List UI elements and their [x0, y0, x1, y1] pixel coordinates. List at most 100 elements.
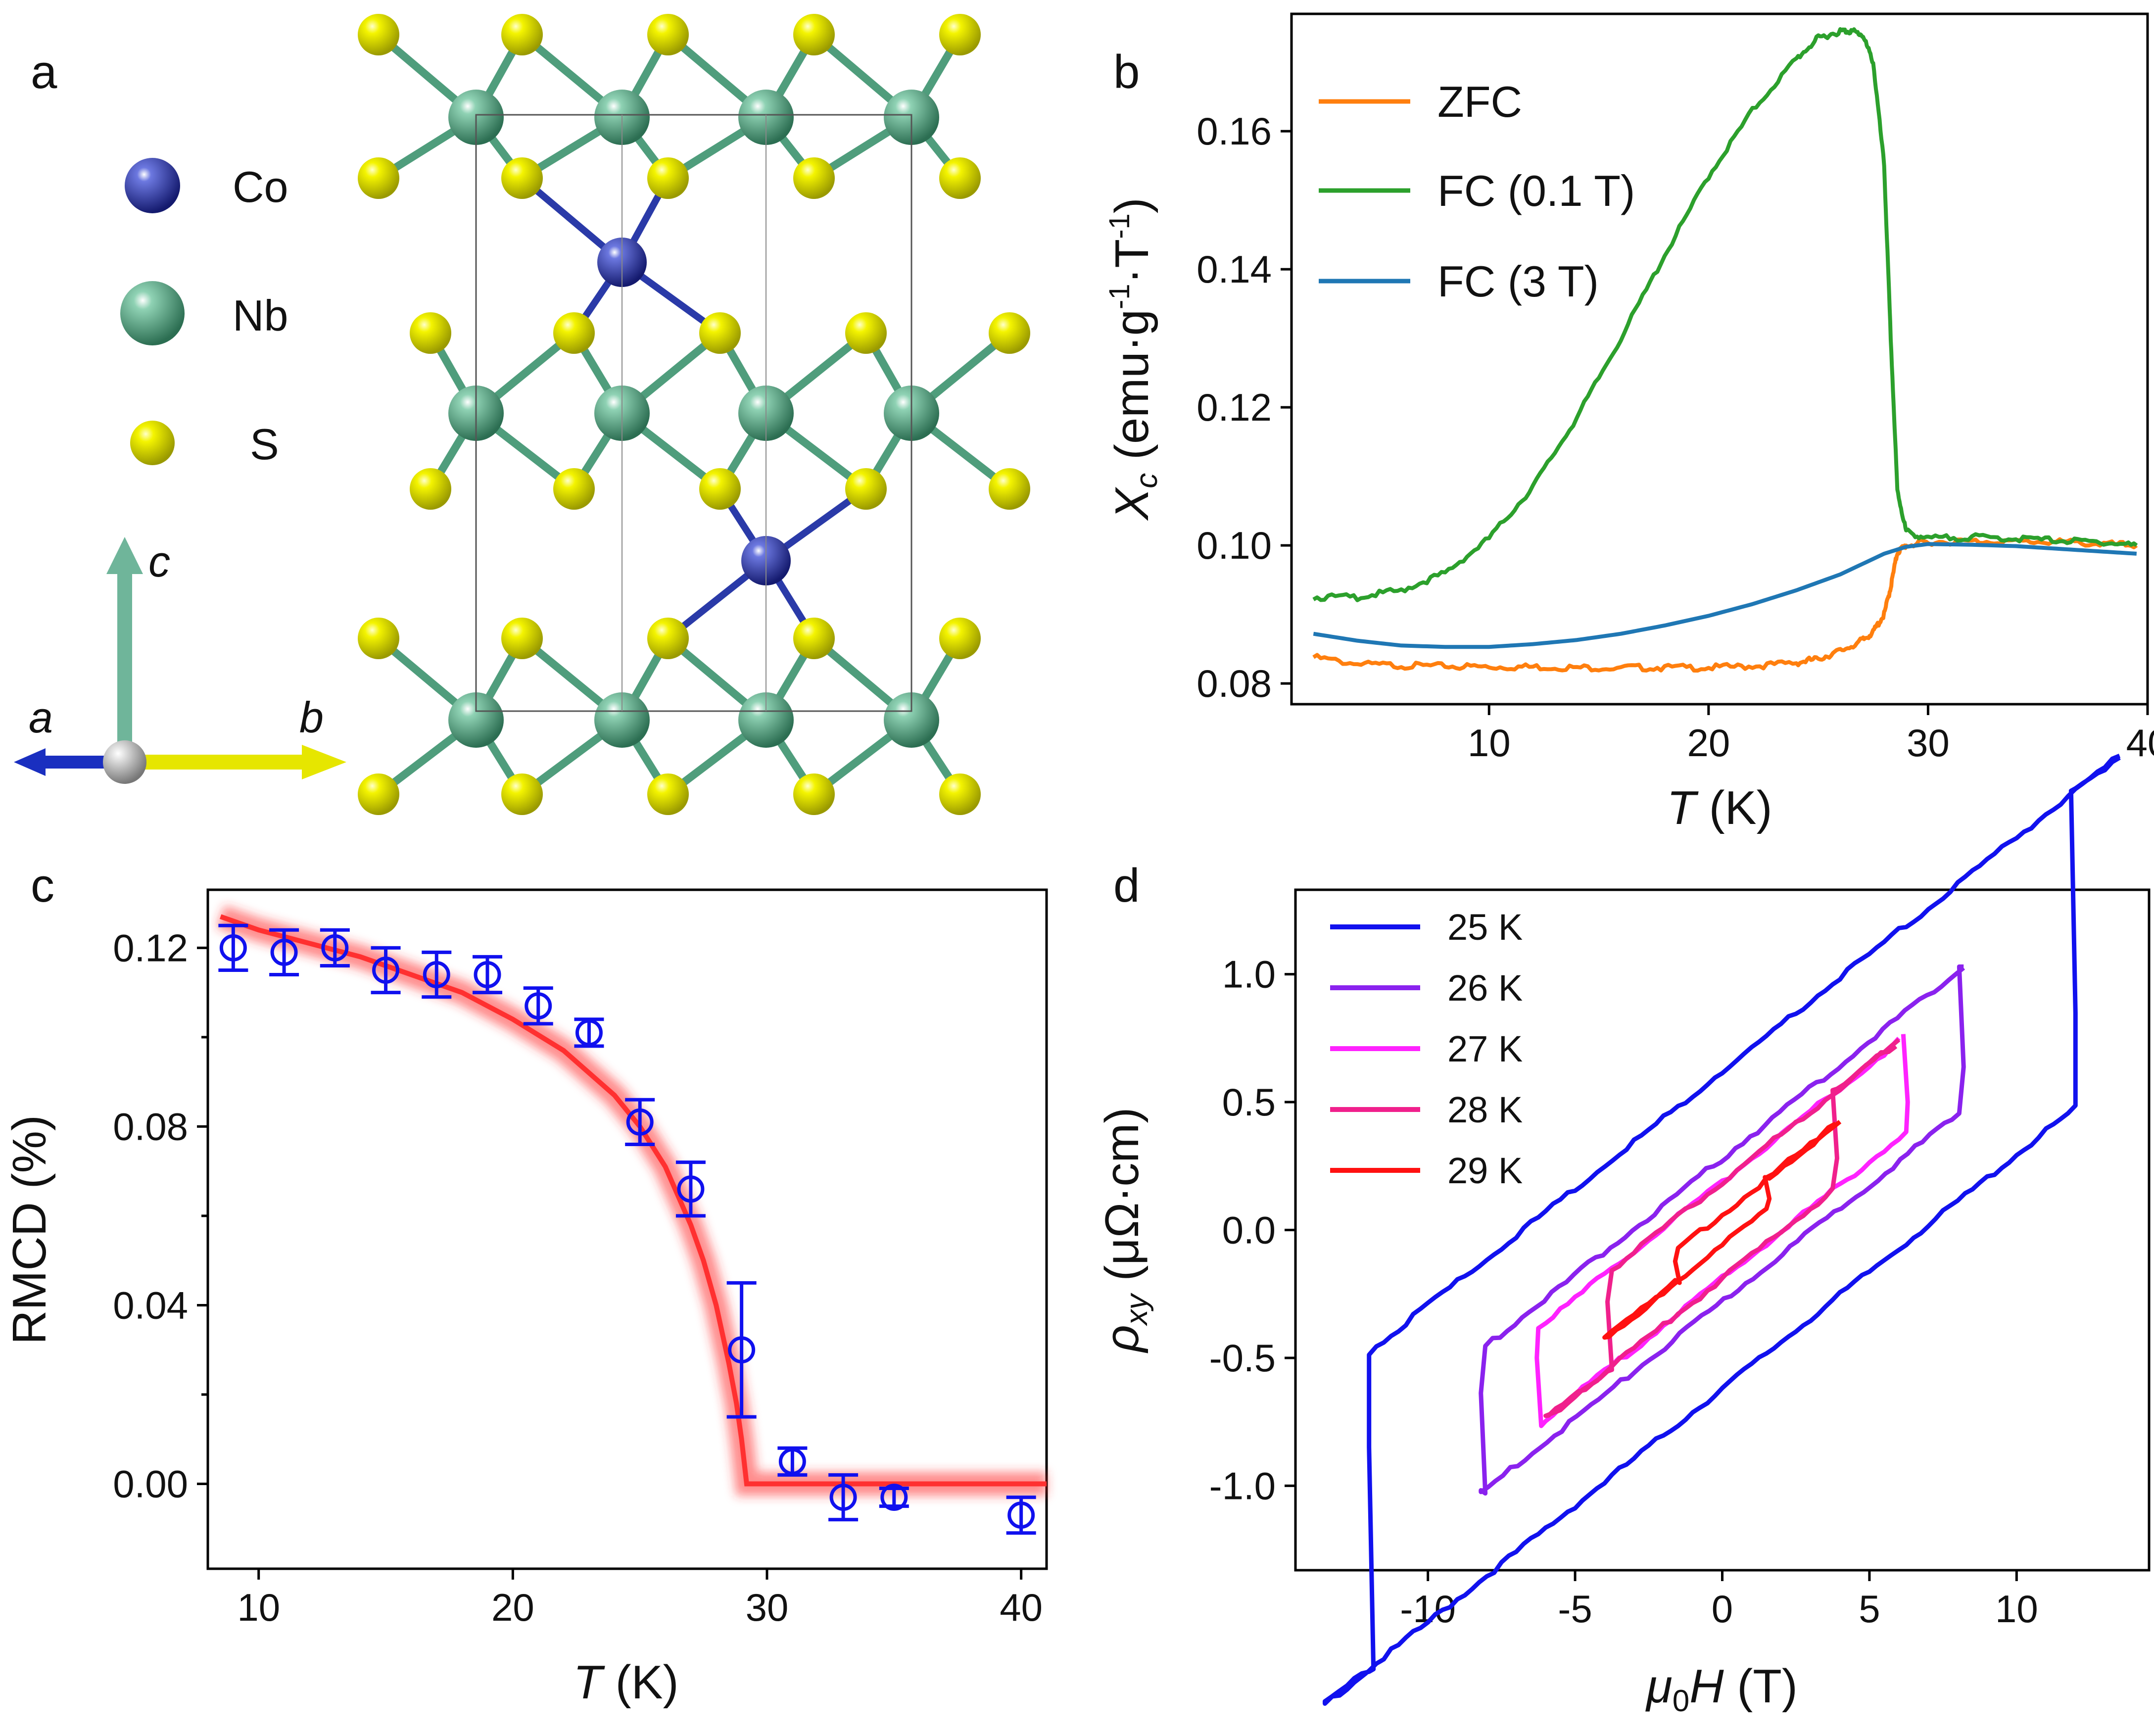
- s-atom: [358, 618, 399, 659]
- fit-line: [220, 914, 1047, 1487]
- point-marker: [525, 992, 552, 1020]
- chart-c-points: [218, 923, 1036, 1535]
- s-atom: [647, 157, 689, 199]
- chart-b-xlabel-italic: T: [1667, 781, 1699, 834]
- hysteresis-loop-25-k: [1322, 754, 2121, 1706]
- hysteresis-loop-29-k: [1602, 1120, 1842, 1340]
- a-axis-label: a: [29, 693, 53, 742]
- s-atom: [647, 14, 689, 55]
- y-tick-label: -0.5: [1209, 1336, 1276, 1380]
- s-atom: [699, 312, 741, 354]
- s-atom: [410, 468, 451, 510]
- y-tick-label: 0.16: [1197, 109, 1272, 153]
- data-point: [625, 1098, 655, 1146]
- data-point: [320, 928, 350, 967]
- chart-b-ylabel-exp1: -1: [1103, 284, 1136, 309]
- chart-b-ylabel-mid: ·T: [1105, 239, 1158, 284]
- panel-a-crystal-structure: a Co Nb S c b a: [14, 14, 1030, 815]
- legend-label-26-k: 26 K: [1447, 967, 1523, 1009]
- s-atom: [410, 312, 451, 354]
- data-point: [879, 1484, 909, 1511]
- fit-glow: [216, 905, 1047, 1496]
- y-tick-label: 1.0: [1222, 953, 1276, 996]
- data-point: [523, 986, 553, 1026]
- x-tick-label: 30: [746, 1586, 789, 1629]
- s-atom: [647, 618, 689, 659]
- data-point: [777, 1446, 808, 1477]
- chart-b-series: [1312, 27, 2138, 673]
- s-atom: [939, 14, 981, 55]
- chart-b-ylabel-rest: (emu·g: [1105, 309, 1158, 473]
- y-tick-label: 0.08: [1197, 662, 1272, 705]
- chart-d-xlabel: μ0H (T): [1645, 1660, 1798, 1718]
- data-point: [473, 955, 502, 995]
- axis-origin-sphere: [103, 740, 146, 784]
- chart-b-ticks: 10 20 30 40 0.08 0.10 0.12 0.14 0.16: [1197, 109, 2154, 765]
- s-atom: [793, 157, 835, 199]
- data-point: [218, 923, 248, 972]
- chart-c-plot-area: [206, 888, 1048, 1570]
- legend-label-25-k: 25 K: [1447, 907, 1523, 948]
- co-atom-legend-icon: [125, 158, 180, 213]
- x-tick-label: 30: [1907, 721, 1950, 765]
- s-atom: [501, 618, 543, 659]
- chart-c-xlabel-italic: T: [573, 1656, 605, 1709]
- data-point: [675, 1160, 706, 1218]
- chart-b-ylabel-exp2: -1: [1103, 213, 1136, 239]
- axis-triad: c b a: [14, 537, 346, 784]
- point-marker: [219, 934, 247, 962]
- point-marker: [270, 938, 298, 966]
- legend-label-nb: Nb: [233, 291, 288, 340]
- point-marker: [728, 1336, 756, 1364]
- point-marker: [372, 956, 400, 984]
- nb-atom-legend-icon: [120, 281, 185, 345]
- chart-b-ylabel-close: ): [1105, 197, 1158, 213]
- chart-d-plot-area: [1294, 888, 2151, 1572]
- series-line-fc-3-t-: [1313, 542, 2137, 649]
- y-tick-label: 0.0: [1222, 1208, 1276, 1252]
- panel-d-hall-chart: d -10 -5 0 5 10-1.0-0.50.00.51.0 25 K26 K27 …: [1096, 754, 2151, 1718]
- chart-c-xlabel: T (K): [573, 1656, 678, 1709]
- b-axis-arrow-head: [302, 745, 346, 779]
- x-tick-label: 20: [491, 1586, 534, 1629]
- legend-label-co: Co: [233, 162, 288, 211]
- hysteresis-loop-26-k: [1479, 964, 1966, 1496]
- y-tick-label: 0.00: [113, 1462, 188, 1506]
- point-marker: [474, 961, 501, 988]
- chart-c-xlabel-rest: (K): [602, 1656, 679, 1709]
- panel-label-d: d: [1113, 859, 1140, 912]
- chart-b-ylabel-main: X: [1105, 486, 1158, 521]
- x-tick-label: 40: [1000, 1586, 1043, 1629]
- series-line-zfc: [1312, 537, 2138, 673]
- s-atom: [501, 773, 543, 815]
- chart-d-ylabel-rest: (μΩ·cm): [1096, 1108, 1149, 1295]
- y-tick-label: 0.10: [1197, 524, 1272, 567]
- crystal-atoms: [358, 14, 1030, 815]
- data-point: [269, 928, 299, 976]
- data-point: [574, 1017, 604, 1048]
- s-atom: [989, 468, 1030, 510]
- chart-b-ylabel-sub: c: [1130, 473, 1164, 488]
- data-point: [371, 946, 401, 995]
- point-marker: [778, 1447, 806, 1475]
- chart-d-xlabel-rest: (T): [1724, 1660, 1798, 1713]
- chart-d-xlabel-sub: 0: [1673, 1684, 1689, 1718]
- point-marker: [829, 1484, 857, 1511]
- chart-d-xlabel-italic: H: [1689, 1660, 1724, 1713]
- s-atom: [358, 14, 399, 55]
- panel-label-a: a: [31, 46, 57, 98]
- s-atom: [358, 773, 399, 815]
- x-tick-label: -5: [1558, 1587, 1592, 1631]
- series-line-fc-0-1-t-: [1312, 27, 2138, 602]
- x-tick-label: 5: [1859, 1587, 1880, 1631]
- legend-label-zfc: ZFC: [1437, 77, 1522, 126]
- s-atom: [553, 312, 595, 354]
- chart-b-plot-area: [1290, 12, 2149, 706]
- y-tick-label: 0.12: [113, 926, 188, 969]
- s-atom: [699, 468, 741, 510]
- unit-cell-outline: [475, 114, 912, 712]
- x-tick-label: 40: [2126, 721, 2154, 765]
- y-tick-label: 0.12: [1197, 386, 1272, 429]
- legend-label-29-k: 29 K: [1447, 1150, 1523, 1191]
